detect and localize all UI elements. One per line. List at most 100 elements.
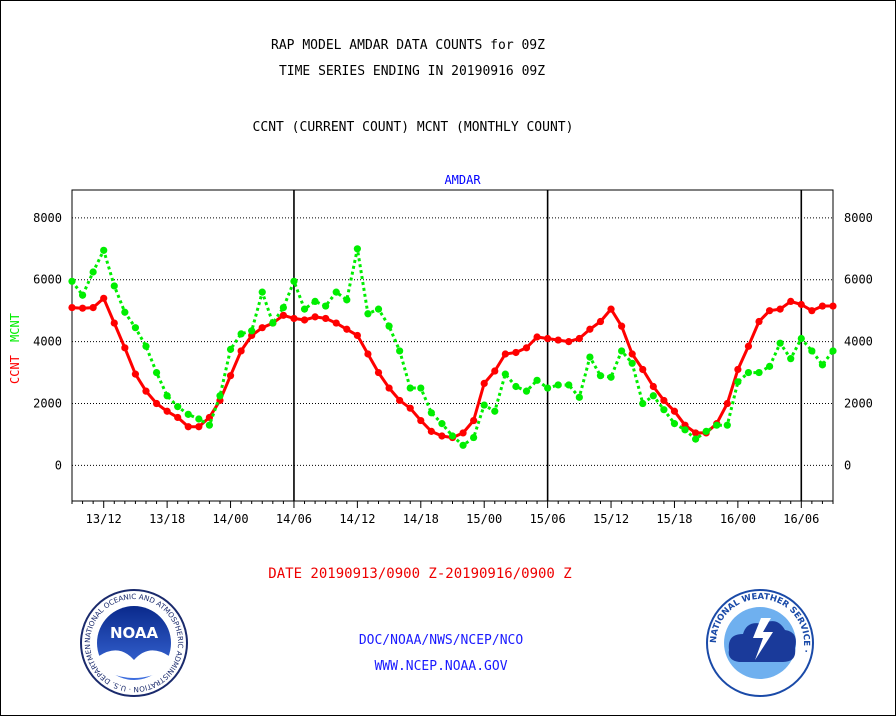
website-link[interactable]: WWW.NCEP.NOAA.GOV (374, 659, 508, 674)
point-mcnt (470, 433, 478, 442)
point-mcnt (142, 342, 150, 350)
point-ccnt (480, 379, 488, 388)
point-ccnt (533, 333, 541, 341)
point-mcnt (121, 308, 129, 316)
point-mcnt (374, 305, 383, 313)
point-mcnt (68, 277, 76, 285)
x-tick-label: 16/00 (720, 512, 756, 526)
point-ccnt (522, 344, 531, 352)
point-mcnt (110, 282, 118, 290)
point-mcnt (660, 406, 668, 414)
point-mcnt (586, 353, 594, 361)
point-ccnt (406, 404, 414, 412)
point-ccnt (787, 297, 795, 306)
point-ccnt (565, 338, 573, 346)
point-mcnt (184, 410, 192, 418)
x-tick-label: 14/06 (276, 512, 312, 526)
point-mcnt (639, 399, 647, 408)
point-ccnt (723, 399, 731, 408)
point-ccnt (343, 325, 351, 333)
point-mcnt (713, 421, 721, 429)
point-mcnt (565, 381, 573, 389)
point-mcnt (131, 324, 140, 332)
point-ccnt (670, 407, 679, 415)
point-ccnt (417, 416, 425, 425)
point-ccnt (765, 307, 774, 315)
point-ccnt (575, 334, 583, 343)
point-mcnt (829, 347, 837, 355)
point-ccnt (142, 387, 150, 395)
point-ccnt (691, 429, 700, 437)
label-layer: 0 0 2000 2000 4000 4000 6000 6000 8000 8000 13/12 1… (8, 173, 873, 526)
point-mcnt (205, 421, 214, 429)
x-tick-label: 16/06 (783, 512, 819, 526)
point-ccnt (734, 365, 742, 374)
axes-layer (71, 189, 834, 508)
point-mcnt (596, 372, 605, 380)
point-mcnt (237, 330, 245, 338)
point-mcnt (702, 427, 710, 435)
point-mcnt (554, 381, 562, 389)
point-mcnt (501, 370, 509, 378)
point-mcnt (480, 401, 488, 409)
point-mcnt (385, 322, 393, 330)
point-ccnt (808, 307, 816, 315)
x-tick-label: 15/18 (656, 512, 692, 526)
point-ccnt (660, 396, 668, 405)
point-mcnt (427, 409, 435, 417)
point-ccnt (818, 302, 827, 310)
y-tick-left-8000: 8000 (33, 211, 62, 225)
point-mcnt (332, 288, 340, 296)
point-mcnt (618, 347, 626, 355)
point-ccnt (618, 322, 626, 330)
y-tick-right-4000: 4000 (844, 335, 873, 349)
point-mcnt (459, 441, 467, 449)
point-ccnt (258, 324, 266, 332)
grid-layer (72, 217, 833, 466)
point-ccnt (68, 303, 76, 312)
point-mcnt (258, 288, 266, 296)
point-mcnt (755, 368, 763, 377)
y-tick-right-8000: 8000 (844, 211, 873, 225)
point-mcnt (248, 327, 256, 335)
x-tick-label: 13/12 (86, 512, 122, 526)
plot-title: AMDAR (444, 173, 481, 187)
point-ccnt (829, 302, 837, 310)
point-mcnt (438, 420, 446, 428)
point-ccnt (427, 427, 435, 435)
point-mcnt (89, 268, 97, 276)
series-layer (68, 245, 837, 449)
point-mcnt (152, 368, 161, 377)
point-ccnt (374, 368, 383, 377)
point-ccnt (512, 348, 520, 357)
point-ccnt (797, 300, 805, 309)
y-tick-left-4000: 4000 (33, 335, 62, 349)
point-ccnt (89, 303, 97, 312)
point-mcnt (765, 362, 774, 370)
point-mcnt (512, 382, 520, 391)
point-ccnt (501, 350, 509, 358)
subtitle: CCNT (CURRENT COUNT) MCNT (MONTHLY COUNT… (252, 120, 574, 135)
point-ccnt (607, 305, 615, 313)
plot-frame (71, 189, 834, 502)
point-ccnt (596, 317, 605, 326)
point-mcnt (100, 246, 108, 254)
point-mcnt (522, 387, 531, 395)
point-ccnt (396, 396, 404, 405)
point-ccnt (121, 344, 129, 352)
point-ccnt (290, 314, 298, 323)
x-tick-label: 14/18 (403, 512, 439, 526)
point-mcnt (279, 303, 287, 312)
point-mcnt (396, 347, 404, 355)
point-ccnt (744, 342, 753, 350)
point-mcnt (311, 297, 319, 306)
point-ccnt (385, 384, 393, 392)
y-axis-label-ccnt: CCNT (8, 355, 22, 384)
point-mcnt (448, 432, 457, 440)
point-mcnt (195, 415, 203, 423)
point-mcnt (216, 392, 224, 400)
point-ccnt (131, 370, 140, 378)
point-mcnt (491, 407, 499, 415)
y-axis-label-mcnt: MCNT (8, 313, 22, 342)
